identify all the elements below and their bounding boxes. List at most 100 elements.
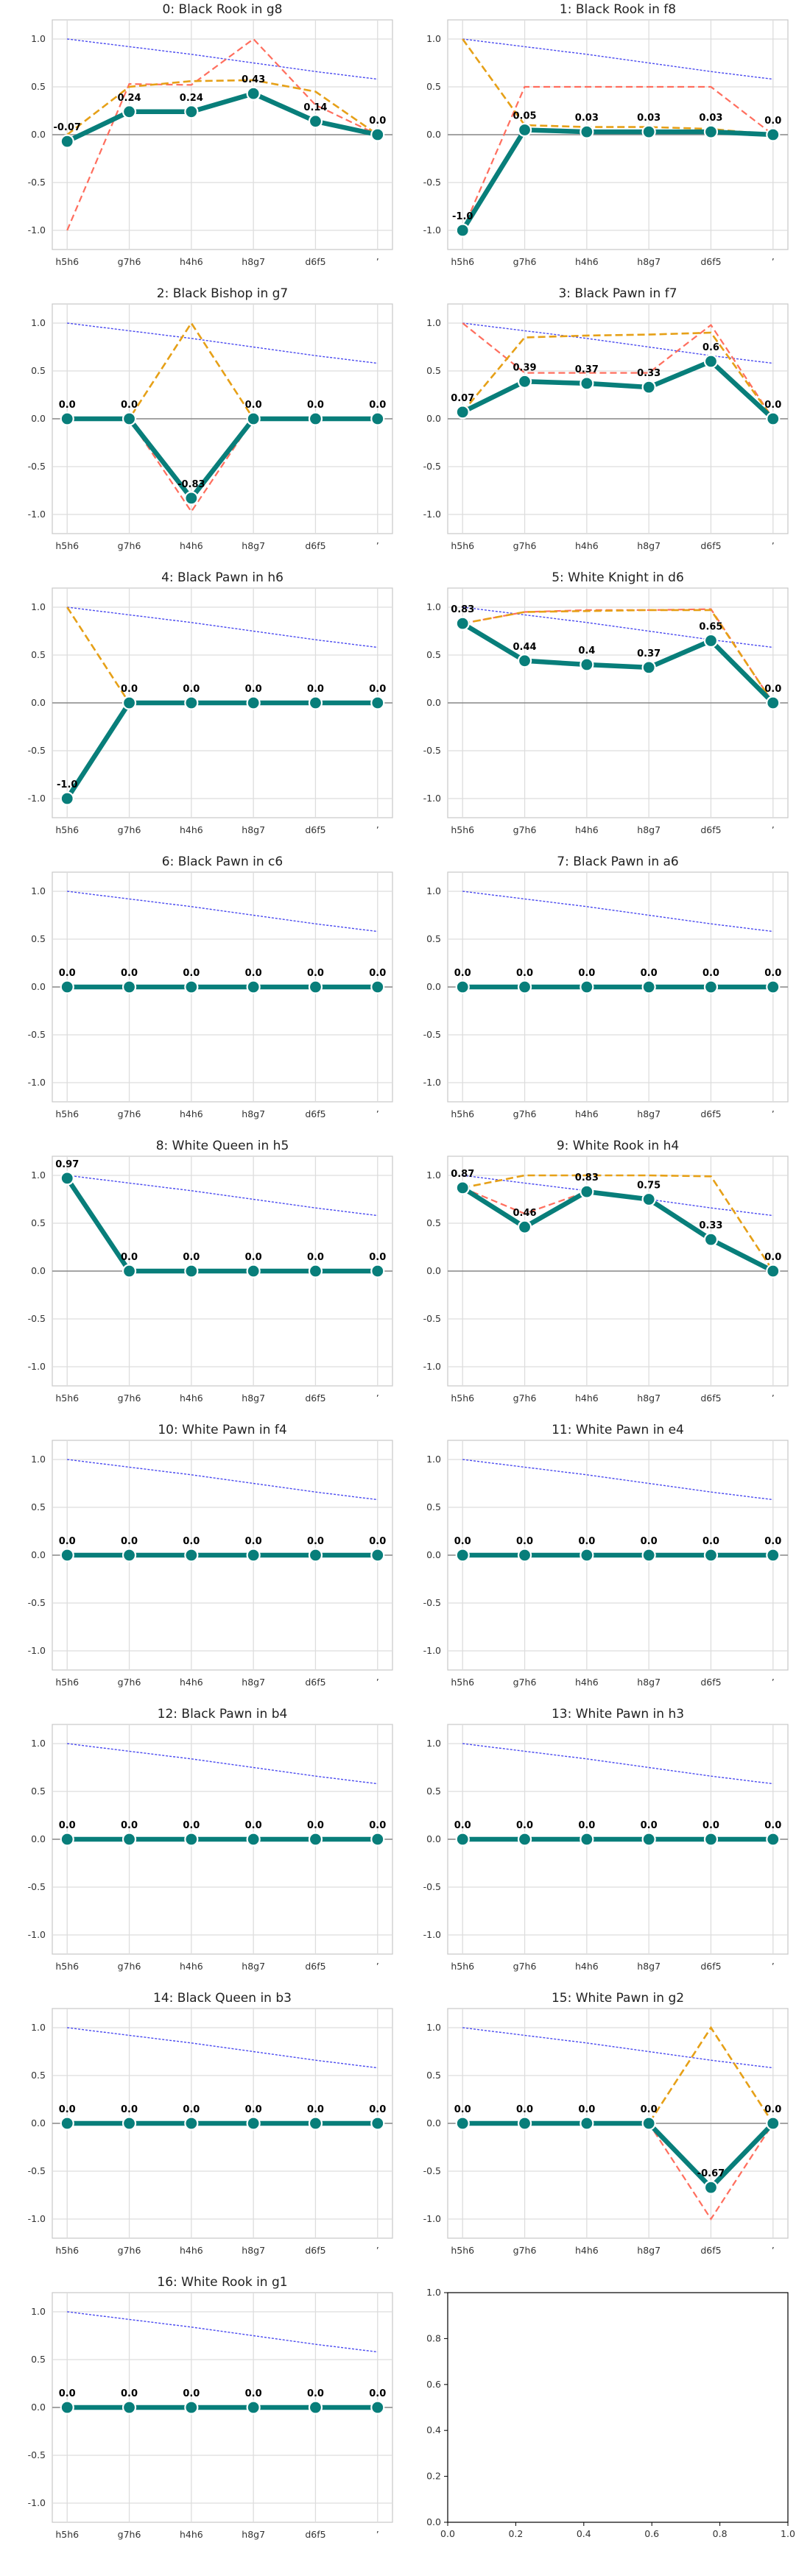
series-line-blue: [67, 891, 378, 933]
y-tick-label: -1.0: [28, 2213, 46, 2224]
x-tick-label: h4h6: [180, 1961, 203, 1972]
x-tick-label: ’: [376, 1393, 379, 1404]
data-label: 0.6: [702, 342, 719, 353]
data-point: [184, 1832, 199, 1847]
y-tick-label: 0.2: [426, 2471, 441, 2482]
data-label: 0.0: [454, 1536, 471, 1547]
y-tick-label: 1.0: [31, 317, 46, 328]
x-tick-label: d6f5: [305, 2529, 325, 2540]
data-label: 0.0: [369, 1820, 386, 1831]
series-line-main: [65, 1177, 378, 1274]
data-label: 0.0: [369, 400, 386, 411]
panel-title: 13: White Pawn in h3: [552, 1707, 684, 1722]
data-point: [370, 980, 385, 994]
y-tick-label: -1.0: [423, 1929, 441, 1940]
data-point: [455, 223, 470, 238]
panel-title: 9: White Rook in h4: [557, 1139, 679, 1153]
data-label: 0.0: [764, 116, 781, 127]
data-point: [641, 124, 656, 139]
x-tick-label: h4h6: [180, 1393, 203, 1404]
data-point: [517, 122, 532, 138]
data-point: [184, 491, 199, 506]
y-tick-label: 0.5: [31, 365, 46, 376]
x-tick-label: ’: [772, 1961, 775, 1972]
data-point: [122, 1264, 137, 1278]
data-label: 0.05: [513, 111, 537, 122]
data-label: 0.0: [369, 2104, 386, 2115]
chart-panel-12: 1.0 0.5 0.0 -0.5 -1.0 h5h6 g7h6 h4h6 h8g7 d6f5 ’ 12…: [28, 1707, 393, 1972]
data-label: 0.0: [183, 684, 200, 695]
chart-panel-9: 1.0 0.5 0.0 -0.5 -1.0 h5h6 g7h6 h4h6 h8g7 d6f5 ’ 9:…: [423, 1139, 789, 1404]
series-line-orange: [462, 331, 774, 420]
data-point: [455, 616, 470, 631]
x-tick-label: h5h6: [451, 824, 474, 835]
data-point: [60, 1171, 74, 1186]
data-point: [517, 1832, 532, 1847]
data-label: 0.0: [307, 2104, 324, 2115]
data-point: [370, 1264, 385, 1278]
x-tick-label: 0.8: [713, 2528, 728, 2539]
panel-title: 4: Black Pawn in h6: [161, 570, 284, 585]
series-line-blue: [67, 322, 378, 364]
y-tick-label: -0.5: [28, 1313, 46, 1324]
data-label: 0.0: [245, 1252, 262, 1263]
y-tick-label: 0.0: [426, 1833, 441, 1844]
data-point: [184, 1264, 199, 1278]
data-point: [370, 1832, 385, 1847]
data-label: 0.03: [699, 113, 722, 124]
data-label: -0.07: [53, 122, 80, 133]
data-point: [246, 1264, 261, 1278]
data-label: 0.0: [245, 684, 262, 695]
x-tick-label: ’: [376, 1677, 379, 1688]
data-point: [641, 660, 656, 675]
data-point: [641, 1832, 656, 1847]
x-tick-label: ’: [772, 256, 775, 267]
chart-panel-16: 1.0 0.5 0.0 -0.5 -1.0 h5h6 g7h6 h4h6 h8g7 d6f5 ’ 16…: [28, 2275, 393, 2540]
data-point: [766, 980, 781, 994]
y-tick-label: 0.0: [31, 129, 46, 140]
data-label: 0.43: [242, 74, 265, 85]
series-line-blue: [67, 606, 378, 648]
y-tick-label: 0.0: [426, 981, 441, 992]
y-tick-label: 0.0: [31, 1833, 46, 1844]
x-tick-label: h5h6: [451, 256, 474, 267]
x-tick-label: ’: [376, 2245, 379, 2256]
x-tick-label: 0.6: [644, 2528, 659, 2539]
x-tick-label: d6f5: [305, 824, 325, 835]
y-tick-label: -1.0: [423, 224, 441, 236]
data-point: [246, 1832, 261, 1847]
series-line-orange: [462, 1174, 774, 1272]
x-tick-label: ’: [772, 2245, 775, 2256]
data-point: [641, 2116, 656, 2131]
data-label: 0.0: [121, 1252, 138, 1263]
data-point: [308, 1832, 323, 1847]
data-label: 0.0: [369, 1536, 386, 1547]
y-tick-label: 0.0: [31, 413, 46, 424]
x-tick-label: d6f5: [700, 1108, 721, 1119]
data-label: 0.0: [369, 1252, 386, 1263]
x-tick-label: 1.0: [781, 2528, 795, 2539]
y-tick-label: 1.0: [31, 1454, 46, 1465]
y-tick-label: -1.0: [28, 2497, 46, 2508]
data-point: [455, 980, 470, 994]
x-tick-label: h8g7: [637, 1393, 661, 1404]
panel-title: 6: Black Pawn in c6: [162, 854, 283, 869]
x-tick-label: d6f5: [305, 1393, 325, 1404]
y-tick-label: 0.0: [426, 1265, 441, 1276]
data-point: [60, 134, 74, 149]
x-tick-label: g7h6: [118, 1108, 141, 1119]
x-tick-label: h5h6: [451, 1961, 474, 1972]
x-tick-label: g7h6: [118, 824, 141, 835]
y-tick-label: 0.0: [31, 697, 46, 708]
y-tick-label: 0.5: [31, 649, 46, 660]
x-tick-label: h8g7: [637, 1108, 661, 1119]
data-point: [370, 2400, 385, 2415]
y-tick-label: -1.0: [28, 1361, 46, 1372]
y-tick-label: 0.5: [426, 649, 441, 660]
data-label: 0.0: [702, 1536, 719, 1547]
data-label: 0.0: [578, 1536, 595, 1547]
x-tick-label: ’: [772, 1677, 775, 1688]
data-label: 0.0: [307, 2388, 324, 2399]
data-point: [246, 411, 261, 426]
